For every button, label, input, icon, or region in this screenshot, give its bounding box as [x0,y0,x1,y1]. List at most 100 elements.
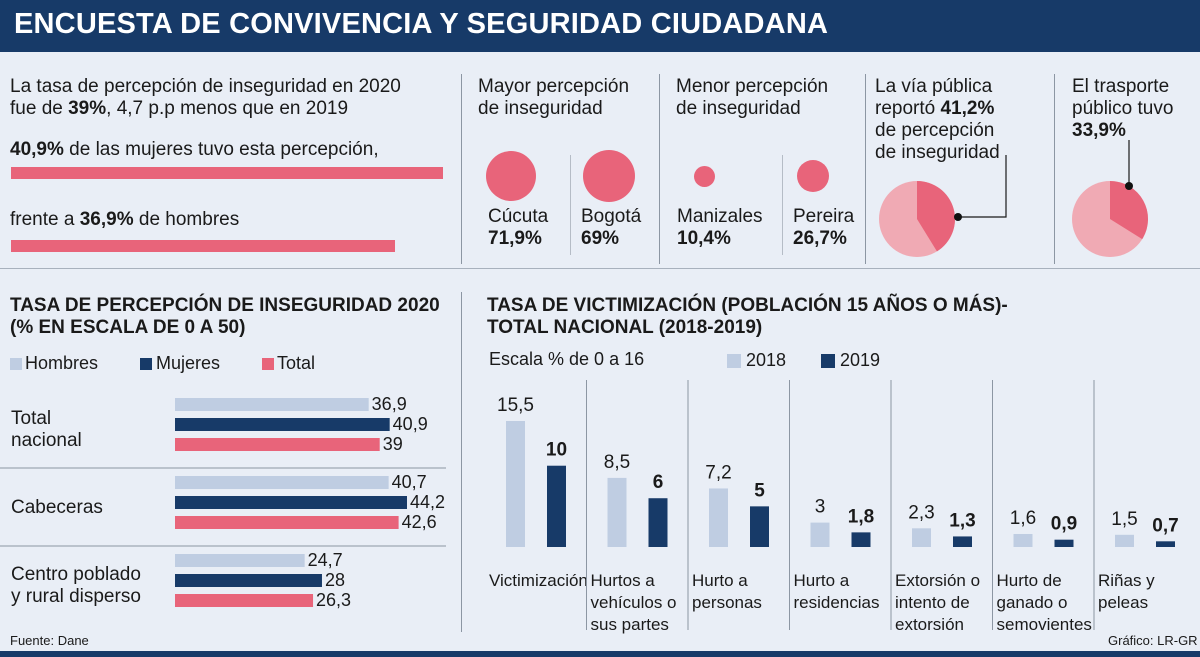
bar-value-label: 15,5 [497,395,534,416]
bar-value-label: 1,8 [848,506,874,527]
bar-hombres [175,398,369,411]
bar-total [175,516,399,529]
category-label: Centro poblado y rural disperso [11,564,141,607]
percepcion-bar-chart: Total nacional 36,940,939 Cabeceras 40,744,2… [0,394,446,610]
credit-note: Gráfico: LR-GR [1108,633,1198,648]
chart2-title: TASA DE VICTIMIZACIÓN (POBLACIÓN 15 AÑOS… [487,295,1008,338]
transporte-text: El trasporte público tuvo 33,9% [1072,76,1174,141]
legend-swatch-total [262,358,274,370]
bar-2019 [547,465,566,547]
bar-2019 [953,536,972,547]
bar-value-label: 24,7 [308,550,343,570]
city-pereira: Pereira 26,7% [793,206,855,249]
menor-percepcion-label: Menor percepción de inseguridad [676,76,829,119]
bar-2018 [506,421,525,547]
city-cucuta: Cúcuta 71,9% [488,206,549,249]
leader-dot [954,213,962,221]
chart1-title: TASA DE PERCEPCIÓN DE INSEGURIDAD 2020 (… [10,295,440,338]
legend-2019: 2019 [840,350,881,370]
bar-value-label: 10 [546,440,567,461]
bar-total [175,438,380,451]
bar-value-label: 28 [325,570,345,590]
bar-value-label: 7,2 [705,462,731,483]
leader-dot [1125,182,1133,190]
category-label: Hurtos a vehículos o sus partes [591,571,677,634]
women-bar [11,167,443,179]
men-bar [11,240,395,252]
legend-swatch-2019 [821,354,835,368]
circle-pereira [797,160,829,192]
chart2-scale-note: Escala % de 0 a 16 [489,349,645,369]
header-bar: ENCUESTA DE CONVIVENCIA Y SEGURIDAD CIUD… [0,0,1200,52]
pie-slice-value [1110,181,1148,240]
circle-cucuta [486,151,536,201]
source-note: Fuente: Dane [10,633,89,648]
intro-line-2: fue de 39%, 4,7 p.p menos que en 2019 [10,98,349,119]
bar-value-label: 42,6 [402,512,437,532]
via-publica-pie [879,155,1007,257]
bar-2018 [1115,534,1134,547]
bar-value-label: 40,7 [392,472,427,492]
bar-2018 [912,528,931,547]
bar-total [175,594,314,607]
divider [1054,74,1055,264]
bar-mujeres [175,418,390,431]
category-label: Hurto a personas [692,571,762,612]
category-label: Extorsión o intento de extorsión [895,571,980,634]
bar-value-label: 0,9 [1051,514,1077,535]
bar-value-label: 2,3 [908,502,934,523]
legend-total: Total [277,353,316,373]
bar-value-label: 26,3 [316,590,351,610]
legend-swatch-mujeres [140,358,152,370]
divider [0,268,1200,269]
bar-2019 [1054,539,1074,547]
category-label: Riñas y peleas [1098,571,1155,612]
bar-mujeres [175,574,322,587]
legend-swatch-hombres [10,358,22,370]
women-text: 40,9% de las mujeres tuvo esta percepció… [10,139,379,160]
bar-value-label: 1,5 [1111,509,1137,530]
bar-2018 [607,477,627,547]
legend-swatch-2018 [727,354,741,368]
mayor-percepcion-label: Mayor percepción de inseguridad [478,76,630,119]
divider [570,155,571,255]
intro-line-1: La tasa de percepción de inseguridad en … [10,76,401,97]
bar-2019 [1156,541,1175,547]
city-manizales: Manizales 10,4% [677,206,763,249]
bar-mujeres [175,496,407,509]
bar-2019 [851,532,871,547]
bar-value-label: 1,3 [949,510,975,531]
category-label: Total nacional [11,408,82,451]
circle-manizales [694,166,715,187]
category-label: Hurto a residencias [794,571,880,612]
bar-value-label: 39 [383,434,403,454]
victimizacion-bar-chart: 15,5 10 Victimización 8,5 6 Hurtos a vehículos… [489,380,1179,634]
bar-value-label: 0,7 [1152,515,1178,536]
legend-hombres: Hombres [25,353,99,373]
transporte-pie [1072,140,1148,257]
bar-value-label: 40,9 [393,414,428,434]
leader-line [958,155,1007,218]
divider [659,74,660,264]
bar-value-label: 8,5 [604,452,630,473]
divider [461,292,462,632]
bar-2018 [810,522,830,547]
circle-bogota [583,150,635,202]
bar-2018 [709,488,728,547]
page-title: ENCUESTA DE CONVIVENCIA Y SEGURIDAD CIUD… [14,8,829,40]
divider [461,74,462,264]
bar-value-label: 1,6 [1010,508,1036,529]
intro-text: La tasa de percepción de inseguridad en … [10,76,450,120]
legend-2018: 2018 [746,350,787,370]
bar-value-label: 36,9 [372,394,407,414]
via-publica-text: La vía pública reportó 41,2% de percepci… [875,76,1000,163]
bar-hombres [175,476,389,489]
divider [782,155,783,255]
bar-value-label: 6 [653,472,664,493]
category-label: Cabeceras [11,497,103,518]
pie-slice-value [917,181,955,252]
men-text: frente a 36,9% de hombres [10,209,240,230]
bar-value-label: 3 [815,497,826,518]
category-label: Hurto de ganado o semovientes [997,571,1092,634]
bar-2018 [1013,533,1033,547]
